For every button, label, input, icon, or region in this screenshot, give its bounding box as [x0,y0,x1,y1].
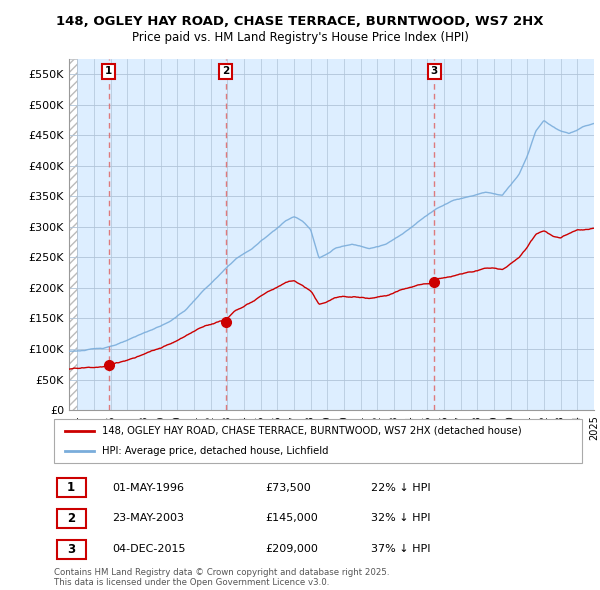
Text: £209,000: £209,000 [265,545,318,554]
Text: 1: 1 [105,66,112,76]
Text: £73,500: £73,500 [265,483,311,493]
Text: 32% ↓ HPI: 32% ↓ HPI [371,513,430,523]
Text: 3: 3 [67,543,75,556]
FancyBboxPatch shape [56,478,86,497]
Text: 22% ↓ HPI: 22% ↓ HPI [371,483,430,493]
Text: Contains HM Land Registry data © Crown copyright and database right 2025.
This d: Contains HM Land Registry data © Crown c… [54,568,389,587]
Text: 37% ↓ HPI: 37% ↓ HPI [371,545,430,554]
Text: 2: 2 [222,66,229,76]
Text: 3: 3 [431,66,438,76]
Text: 23-MAY-2003: 23-MAY-2003 [112,513,184,523]
Text: 1: 1 [67,481,75,494]
Text: 2: 2 [67,512,75,525]
Text: Price paid vs. HM Land Registry's House Price Index (HPI): Price paid vs. HM Land Registry's House … [131,31,469,44]
FancyBboxPatch shape [56,509,86,527]
FancyBboxPatch shape [54,419,582,463]
Text: £145,000: £145,000 [265,513,318,523]
Text: 148, OGLEY HAY ROAD, CHASE TERRACE, BURNTWOOD, WS7 2HX: 148, OGLEY HAY ROAD, CHASE TERRACE, BURN… [56,15,544,28]
Text: 148, OGLEY HAY ROAD, CHASE TERRACE, BURNTWOOD, WS7 2HX (detached house): 148, OGLEY HAY ROAD, CHASE TERRACE, BURN… [101,426,521,436]
FancyBboxPatch shape [56,540,86,559]
Text: HPI: Average price, detached house, Lichfield: HPI: Average price, detached house, Lich… [101,446,328,456]
Text: 01-MAY-1996: 01-MAY-1996 [112,483,184,493]
Text: 04-DEC-2015: 04-DEC-2015 [112,545,185,554]
